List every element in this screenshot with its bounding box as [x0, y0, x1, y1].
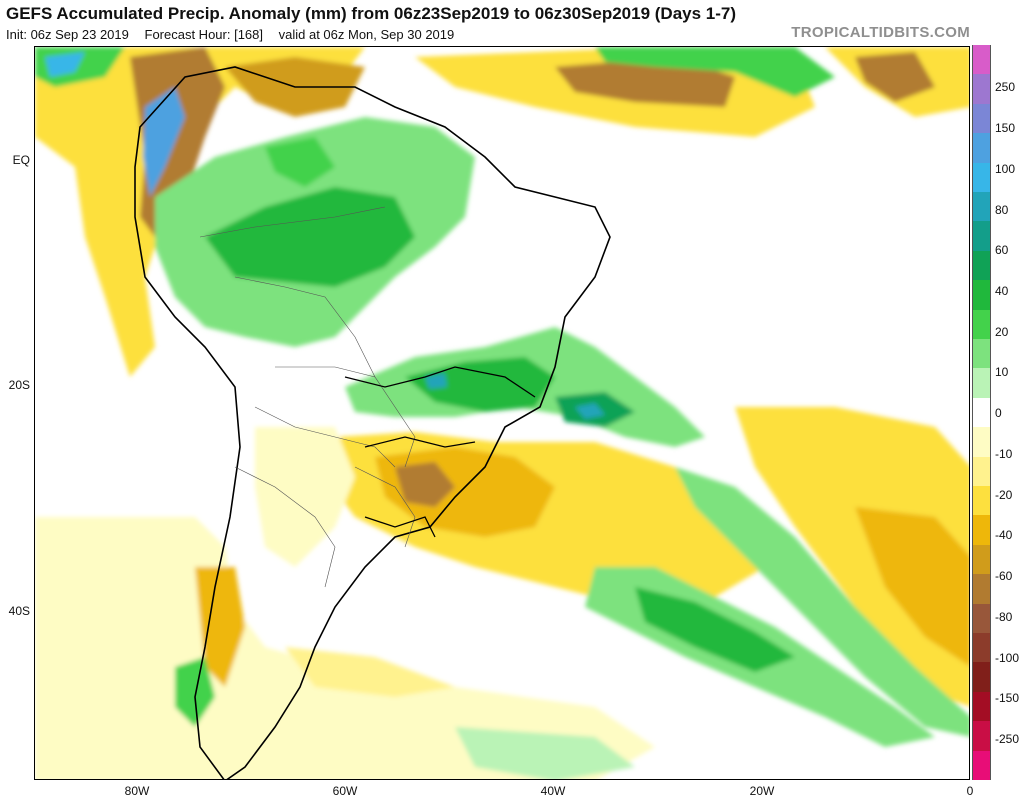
- init-time: Init: 06z Sep 23 2019: [6, 27, 129, 42]
- colorbar-tick-label: -250: [995, 732, 1020, 746]
- colorbar-tick-label: 10: [995, 365, 1009, 379]
- continent-outline: [134, 66, 611, 779]
- colorbar-tick-label: 0: [995, 406, 1002, 420]
- colorbar-tick-label: 60: [995, 243, 1009, 257]
- colorbar-cell: [972, 427, 991, 458]
- site-watermark: TROPICALTIDBITS.COM: [791, 24, 970, 41]
- colorbar-cell: [972, 221, 991, 252]
- lat-label-eq: EQ: [12, 153, 30, 167]
- colorbar-cell: [972, 662, 991, 693]
- colorbar-cell: [972, 162, 991, 193]
- colorbar-tick-label: 150: [995, 121, 1016, 135]
- colorbar-cell: [972, 456, 991, 487]
- colorbar-cell: [972, 486, 991, 516]
- colorbar-cell: [972, 280, 991, 311]
- lon-label-40w: 40W: [540, 784, 566, 798]
- colorbar-tick-label: 100: [995, 162, 1016, 176]
- colorbar-tick-label: 80: [995, 203, 1009, 217]
- colorbar-cell: [972, 633, 991, 663]
- colorbar-cell: [972, 339, 991, 369]
- lon-label-80w: 80W: [124, 784, 150, 798]
- map-graphic: [35, 47, 969, 779]
- lat-label-40s: 40S: [8, 604, 30, 618]
- colorbar-cell: [972, 574, 991, 605]
- colorbar-cell: [972, 103, 991, 134]
- lon-label-20w: 20W: [749, 784, 775, 798]
- colorbar-tick-label: -40: [995, 528, 1013, 542]
- colorbar-cell: [972, 750, 991, 781]
- colorbar-cell: [972, 133, 991, 164]
- colorbar-tick-label: -150: [995, 691, 1020, 705]
- colorbar-tick-label: 20: [995, 325, 1009, 339]
- colorbar-tick-label: 40: [995, 284, 1009, 298]
- colorbar-cell: [972, 250, 991, 281]
- lon-label-60w: 60W: [332, 784, 358, 798]
- colorbar-tick-label: -60: [995, 569, 1013, 583]
- precip-anomaly-map: [34, 46, 970, 780]
- valid-time: valid at 06z Mon, Sep 30 2019: [278, 27, 455, 42]
- anomaly-shading: [35, 47, 969, 779]
- colorbar-cell: [972, 368, 991, 399]
- state-borders: [344, 366, 536, 538]
- colorbar-cell: [972, 603, 991, 634]
- colorbar-cell: [972, 515, 991, 546]
- colorbar-cell: [972, 691, 991, 722]
- map-title: GEFS Accumulated Precip. Anomaly (mm) fr…: [6, 4, 737, 23]
- colorbar-cell: [972, 397, 991, 428]
- lat-label-20s: 20S: [8, 378, 30, 392]
- map-subtitle: Init: 06z Sep 23 2019 Forecast Hour: [16…: [6, 27, 466, 42]
- colorbar-tick-label: -80: [995, 610, 1013, 624]
- colorbar-cell: [972, 45, 991, 75]
- country-borders: [199, 206, 416, 588]
- precip-colorbar: [972, 45, 991, 781]
- lon-label-0: 0: [966, 784, 974, 798]
- colorbar-cell: [972, 721, 991, 752]
- colorbar-cell: [972, 192, 991, 222]
- colorbar-tick-label: -10: [995, 447, 1013, 461]
- colorbar-cell: [972, 544, 991, 575]
- colorbar-cell: [972, 74, 991, 105]
- colorbar-tick-label: 250: [995, 80, 1016, 94]
- forecast-hour: Forecast Hour: [168]: [144, 27, 264, 42]
- colorbar-cell: [972, 309, 991, 340]
- colorbar-tick-label: -20: [995, 488, 1013, 502]
- colorbar-tick-label: -100: [995, 651, 1020, 665]
